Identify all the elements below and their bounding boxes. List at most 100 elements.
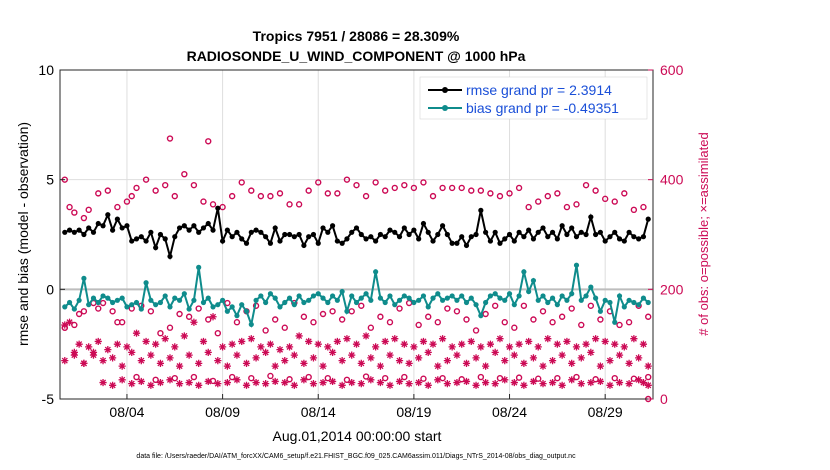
possible-marker xyxy=(329,308,336,315)
assimilated-marker xyxy=(262,380,270,388)
bias-point xyxy=(358,295,364,301)
bias-point xyxy=(511,302,517,308)
bias-point xyxy=(329,293,336,299)
bias-point xyxy=(416,297,422,303)
bias-point xyxy=(272,295,278,301)
assimilated-marker xyxy=(247,335,255,343)
assimilated-marker xyxy=(587,348,595,356)
assimilated-marker xyxy=(70,348,78,356)
possible-marker xyxy=(381,187,389,194)
possible-marker xyxy=(133,184,140,192)
bias-point xyxy=(138,306,144,312)
possible-marker xyxy=(415,321,422,329)
bias-point xyxy=(148,297,154,303)
assimilated-marker xyxy=(458,340,466,348)
bias-point xyxy=(320,295,326,301)
bias-point xyxy=(129,302,135,308)
possible-marker xyxy=(286,376,293,383)
assimilated-marker xyxy=(395,377,404,386)
rmse-point xyxy=(205,220,211,227)
assimilated-marker xyxy=(319,362,327,370)
possible-marker xyxy=(520,302,528,309)
assimilated-marker xyxy=(606,357,614,365)
possible-marker xyxy=(272,316,279,323)
rmse-point xyxy=(66,227,73,233)
assimilated-marker xyxy=(424,348,432,356)
assimilated-marker xyxy=(142,337,150,346)
possible-marker xyxy=(262,327,269,334)
possible-marker xyxy=(248,374,255,382)
assimilated-marker xyxy=(558,351,566,359)
x-tick-label: 08/04 xyxy=(109,404,144,420)
bias-point xyxy=(602,297,608,303)
rmse-point xyxy=(430,238,436,244)
rmse-point xyxy=(229,234,235,240)
assimilated-marker xyxy=(252,354,260,362)
bias-point xyxy=(578,297,584,303)
rmse-point xyxy=(124,223,130,229)
bias-point xyxy=(339,288,345,295)
possible-marker xyxy=(71,321,78,329)
possible-marker xyxy=(142,176,150,183)
bias-point xyxy=(181,291,187,297)
possible-marker xyxy=(578,321,585,329)
rmse-point xyxy=(420,220,427,227)
rmse-point xyxy=(616,236,623,242)
possible-marker xyxy=(128,192,135,200)
assimilated-marker xyxy=(109,381,117,389)
possible-marker xyxy=(367,324,375,331)
bias-point xyxy=(497,295,503,301)
rmse-point xyxy=(373,238,379,244)
assimilated-marker xyxy=(386,351,394,359)
assimilated-marker xyxy=(568,376,576,384)
possible-marker xyxy=(80,308,88,315)
assimilated-marker xyxy=(218,343,227,351)
rmse-point xyxy=(215,205,221,211)
possible-marker xyxy=(597,316,604,323)
assimilated-marker xyxy=(338,357,346,365)
bias-point xyxy=(636,302,642,308)
rmse-point xyxy=(196,229,202,235)
assimilated-marker xyxy=(601,337,609,346)
rmse-point xyxy=(406,231,412,238)
possible-marker xyxy=(429,192,437,200)
bias-point xyxy=(396,297,403,303)
x-axis-label: Aug.01,2014 00:00:00 start xyxy=(273,428,442,444)
possible-marker xyxy=(324,374,332,382)
assimilated-marker xyxy=(328,377,337,386)
y-axis-label: rmse and bias (model - observation) xyxy=(15,122,31,346)
bias-point xyxy=(119,295,125,301)
bias-point xyxy=(373,269,379,275)
rmse-point xyxy=(100,223,106,229)
assimilated-marker xyxy=(61,357,69,365)
assimilated-marker xyxy=(180,332,188,340)
bias-point xyxy=(483,299,489,306)
assimilated-marker xyxy=(185,351,193,359)
rmse-point xyxy=(396,234,403,240)
rmse-point xyxy=(239,236,245,242)
rmse-point xyxy=(76,227,82,233)
rmse-point xyxy=(439,223,446,229)
possible-marker xyxy=(358,302,365,309)
rmse-point xyxy=(291,234,297,240)
assimilated-marker xyxy=(510,378,518,387)
bias-point xyxy=(325,299,331,306)
rmse-point xyxy=(593,231,599,238)
bias-point xyxy=(243,308,250,314)
assimilated-marker xyxy=(548,357,557,365)
assimilated-marker xyxy=(434,362,442,370)
rmse-point xyxy=(349,229,355,235)
assimilated-marker xyxy=(453,351,461,359)
possible-marker xyxy=(487,190,494,197)
rmse-point xyxy=(62,229,68,235)
assimilated-marker xyxy=(534,343,542,351)
possible-marker xyxy=(544,192,551,200)
possible-marker xyxy=(396,305,403,312)
rmse-point xyxy=(301,242,307,249)
possible-marker xyxy=(85,206,92,214)
assimilated-marker xyxy=(362,332,370,340)
bias-point xyxy=(66,299,73,306)
possible-marker xyxy=(152,187,159,194)
bias-point xyxy=(516,293,522,299)
bias-point xyxy=(559,293,565,299)
